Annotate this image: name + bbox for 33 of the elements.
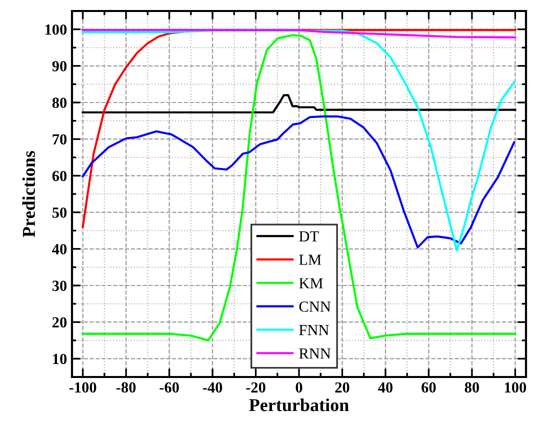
line-series (82, 115, 516, 248)
y-tick-label: 70 (52, 134, 67, 145)
x-tick-label: 20 (335, 382, 350, 393)
legend-label: CNN (299, 302, 331, 312)
y-tick-label: 50 (52, 207, 67, 218)
legend-label: LM (299, 254, 322, 265)
x-tick-label: -100 (69, 382, 96, 393)
x-tick-label: 60 (422, 382, 436, 393)
x-tick-label: 100 (504, 382, 526, 393)
x-tick-label: -40 (202, 382, 222, 393)
y-tick-label: 30 (52, 280, 67, 291)
legend-label: DT (299, 231, 319, 242)
x-tick-label: -60 (160, 382, 179, 393)
legend-label: KM (299, 278, 323, 288)
x-tick-label: 40 (378, 382, 393, 393)
y-tick-label: 90 (52, 61, 67, 72)
legend-label: FNN (299, 325, 329, 336)
line-series (82, 94, 516, 114)
line-series (82, 34, 516, 342)
y-tick-label: 60 (52, 170, 67, 182)
x-tick-label: -20 (246, 382, 266, 393)
y-tick-label: 20 (52, 317, 67, 328)
x-tick-label: 0 (296, 382, 302, 393)
x-axis-title: Perturbation (249, 398, 349, 412)
y-tick-label: 10 (53, 354, 67, 364)
x-tick-label: 80 (464, 382, 480, 393)
y-axis-title: Predictions (22, 150, 35, 238)
line-series (82, 28, 516, 38)
legend-label: RNN (299, 348, 331, 358)
y-tick-label: 80 (52, 98, 67, 108)
y-tick-label: 40 (52, 244, 67, 254)
y-tick-label: 100 (45, 24, 67, 35)
x-tick-label: -80 (116, 382, 136, 393)
